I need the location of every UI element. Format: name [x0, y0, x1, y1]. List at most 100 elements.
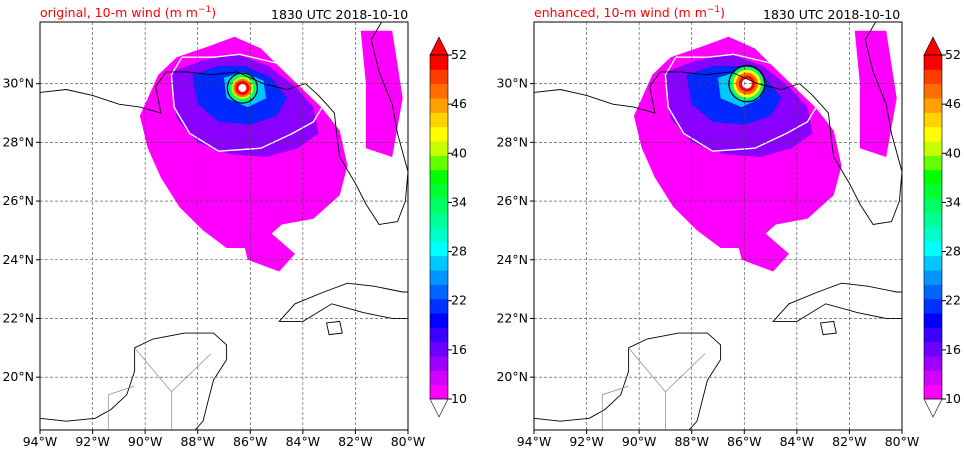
- coastline-yucatan: [39, 332, 228, 431]
- colorbar-segment: [430, 241, 448, 257]
- wind-contour-white: [170, 53, 325, 152]
- lat-tick-label: 20°N: [2, 369, 34, 384]
- colorbar-segment: [430, 255, 448, 271]
- wind-field: [139, 30, 403, 272]
- lon-tick-label: 86°W: [727, 434, 762, 449]
- lat-tick-label: 22°N: [496, 310, 528, 325]
- map-svg: 94°W 92°W 90°W 88°W 86°W 84°W 82°W 80°W 30°N 28°N…: [496, 21, 961, 449]
- panel-title-units-close: ): [720, 5, 726, 21]
- colorbar-segment: [924, 298, 942, 314]
- colorbar-tick-label: 10: [945, 391, 961, 406]
- colorbar-segment: [430, 370, 448, 386]
- country-border: [171, 353, 212, 393]
- colorbar-tick-label: 40: [945, 145, 961, 160]
- colorbar-segment: [430, 313, 448, 328]
- storm-eye: [238, 84, 247, 93]
- lon-tick-label: 84°W: [780, 434, 815, 449]
- lon-tick-label: 82°W: [338, 434, 373, 449]
- lon-tick-label: 80°W: [391, 434, 426, 449]
- coastline-us: [39, 21, 409, 225]
- colorbar-segment: [924, 55, 942, 70]
- country-border: [601, 385, 629, 430]
- colorbar-segment: [924, 284, 942, 300]
- colorbar-segment: [430, 169, 448, 185]
- colorbar-segment: [924, 169, 942, 185]
- colorbar-segment: [430, 112, 448, 128]
- lon-tick-label: 90°W: [128, 434, 163, 449]
- colorbar-segment: [430, 83, 448, 99]
- coastline-isla-juventud: [325, 320, 343, 336]
- colorbar-segment: [924, 356, 942, 371]
- colorbar-tick-label: 46: [451, 96, 467, 111]
- colorbar: 52 46 40 34 28 22 16 10: [429, 36, 467, 418]
- map-frame: [533, 21, 903, 431]
- colorbar-segment: [924, 270, 942, 285]
- lon-tick-label: 86°W: [233, 434, 268, 449]
- country-border: [665, 353, 706, 393]
- lon-tick-label: 88°W: [674, 434, 709, 449]
- lat-tick-label: 24°N: [2, 252, 34, 267]
- map-panel-enhanced: enhanced, 10-m wind (m m−1) 1830 UTC 201…: [494, 0, 964, 453]
- panel-title-units: (m m: [164, 5, 198, 21]
- colorbar-tick-label: 34: [451, 194, 467, 209]
- colorbar-segment: [924, 69, 942, 85]
- colorbar-extend-max: [429, 36, 449, 56]
- colorbar-segment: [924, 241, 942, 257]
- colorbar-tick-label: 52: [945, 47, 961, 62]
- wind-contour-fill: [239, 227, 295, 272]
- colorbar-segment: [924, 384, 942, 400]
- lon-tick-label: 82°W: [832, 434, 867, 449]
- wind-contour-white: [664, 53, 819, 152]
- colorbar-frame: [429, 54, 449, 400]
- lat-tick-label: 28°N: [496, 134, 528, 149]
- colorbar-segment: [430, 284, 448, 300]
- colorbar-segment: [430, 69, 448, 85]
- wind-contour-black: [226, 72, 258, 104]
- lat-tick-label: 24°N: [496, 252, 528, 267]
- colorbar-segment: [430, 298, 448, 314]
- colorbar-tick-label: 22: [451, 293, 467, 308]
- colorbar-segment: [430, 55, 448, 70]
- colorbar-segment: [430, 356, 448, 371]
- coastline-isla-juventud: [819, 320, 837, 336]
- lat-tick-label: 26°N: [2, 193, 34, 208]
- colorbar: 52 46 40 34 28 22 16 10: [923, 36, 961, 418]
- lon-tick-label: 90°W: [622, 434, 657, 449]
- colorbar-tick-label: 40: [451, 145, 467, 160]
- panel-title: original, 10-m wind (m m−1): [40, 5, 216, 20]
- lon-tick-label: 80°W: [885, 434, 920, 449]
- coastline-us: [533, 21, 903, 225]
- panel-title: enhanced, 10-m wind (m m−1): [534, 5, 725, 20]
- panel-title-units-close: ): [211, 5, 217, 21]
- lat-tick-label: 26°N: [496, 193, 528, 208]
- colorbar-extend-max: [923, 36, 943, 56]
- panel-title-units: (m m: [673, 5, 707, 21]
- colorbar-tick-label: 52: [451, 47, 467, 62]
- colorbar-segment: [430, 270, 448, 285]
- panel-timestamp: 1830 UTC 2018-10-10: [271, 7, 409, 22]
- colorbar-segment: [924, 212, 942, 228]
- colorbar-segment: [430, 327, 448, 343]
- colorbar-segment: [924, 141, 942, 156]
- colorbar-segment: [924, 184, 942, 199]
- colorbar-segment: [430, 227, 448, 242]
- colorbar-segment: [924, 98, 942, 113]
- lon-tick-label: 84°W: [286, 434, 321, 449]
- lon-tick-label: 94°W: [517, 434, 552, 449]
- colorbar-segment: [430, 126, 448, 142]
- map-frame: [39, 21, 409, 431]
- lon-tick-label: 94°W: [23, 434, 58, 449]
- colorbar-segment: [430, 141, 448, 156]
- colorbar-extend-min: [923, 398, 943, 418]
- colorbar-tick-label: 28: [451, 244, 467, 259]
- colorbar-segment: [924, 255, 942, 271]
- panel-title-units-exponent: −1: [197, 5, 212, 15]
- colorbar-tick-label: 16: [451, 342, 467, 357]
- country-border: [107, 385, 135, 430]
- map-svg: 94°W 92°W 90°W 88°W 86°W 84°W 82°W 80°W 30°N 28°N…: [2, 21, 467, 449]
- colorbar-extend-min: [429, 398, 449, 418]
- colorbar-frame: [923, 54, 943, 400]
- colorbar-segment: [430, 184, 448, 199]
- lon-tick-label: 92°W: [569, 434, 604, 449]
- wind-contour-fill: [733, 227, 789, 272]
